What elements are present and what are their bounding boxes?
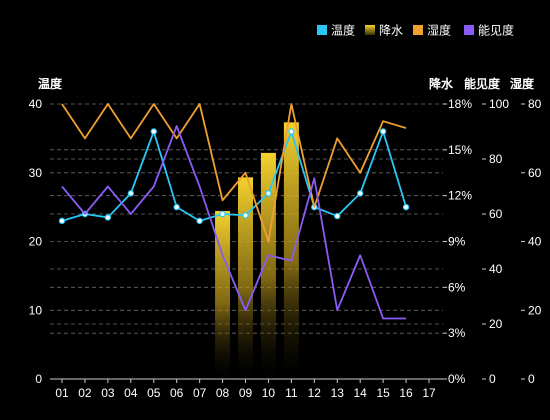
legend-label: 温度: [331, 23, 355, 38]
x-tick-label: 07: [193, 386, 207, 400]
y-tick-label-能见度: 20: [489, 317, 503, 331]
temperature-point[interactable]: [288, 128, 295, 135]
x-tick-label: 15: [376, 386, 390, 400]
y-tick-label-能见度: 60: [489, 207, 503, 221]
y-tick-label-温度: 30: [29, 166, 43, 180]
legend-swatch: [317, 25, 327, 35]
y-tick-label-降水: 9%: [448, 235, 466, 249]
y-tick-label-能见度: 100: [489, 97, 509, 111]
temperature-point[interactable]: [334, 212, 341, 220]
precipitation-bar[interactable]: [260, 152, 276, 379]
temperature-point[interactable]: [58, 217, 66, 225]
legend-item-温度[interactable]: 温度: [317, 23, 355, 38]
axis-title-湿度: 湿度: [510, 76, 535, 91]
temperature-point[interactable]: [196, 217, 203, 225]
legend-swatch: [464, 25, 474, 35]
temperature-point[interactable]: [173, 203, 180, 211]
x-tick-label: 04: [124, 386, 138, 400]
precipitation-bar[interactable]: [215, 210, 231, 379]
series-line-能见度[interactable]: [61, 125, 407, 320]
y-tick-label-能见度: 80: [489, 152, 503, 166]
y-tick-label-降水: 18%: [448, 97, 472, 111]
y-tick-label-能见度: 0: [489, 372, 496, 386]
y-tick-label-湿度: 40: [528, 235, 542, 249]
series-line-湿度[interactable]: [61, 103, 407, 243]
x-tick-label: 10: [262, 386, 276, 400]
y-tick-label-降水: 12%: [448, 189, 472, 203]
x-tick-label: 13: [331, 386, 345, 400]
x-tick-label: 17: [422, 386, 436, 400]
y-tick-label-降水: 0%: [448, 372, 466, 386]
legend-label: 降水: [379, 24, 403, 38]
temperature-point[interactable]: [219, 210, 226, 218]
series-line-温度[interactable]: [61, 130, 407, 222]
precipitation-bars: [215, 122, 299, 379]
y-tick-label-湿度: 80: [528, 97, 542, 111]
x-tick-label: 08: [216, 386, 230, 400]
precipitation-bar[interactable]: [283, 122, 299, 379]
temperature-point[interactable]: [242, 212, 249, 219]
y-tick-label-温度: 40: [29, 97, 43, 111]
temperature-point[interactable]: [104, 214, 112, 221]
y-tick-label-湿度: 20: [528, 303, 542, 317]
legend-item-能见度[interactable]: 能见度: [464, 23, 514, 38]
y-tick-label-温度: 10: [29, 303, 43, 317]
y-tick-label-湿度: 60: [528, 166, 542, 180]
y-tick-label-降水: 6%: [448, 280, 466, 294]
x-tick-label: 16: [399, 386, 413, 400]
legend-label: 湿度: [427, 23, 451, 38]
x-tick-label: 06: [170, 386, 184, 400]
temperature-point[interactable]: [379, 128, 387, 135]
legend-label: 能见度: [478, 23, 514, 38]
y-tick-label-降水: 3%: [448, 326, 466, 340]
y-tick-label-降水: 15%: [448, 143, 472, 157]
x-tick-label: 05: [147, 386, 161, 400]
series-lines: [58, 103, 410, 320]
axis-title-温度: 温度: [38, 76, 63, 91]
x-tick-label: 11: [285, 386, 298, 400]
temperature-point[interactable]: [356, 190, 364, 197]
y-tick-label-湿度: 0: [528, 372, 535, 386]
axes: 01 02 03 04 05 06 07 08 09 10 11 12 13 14 15 16 17 温度 0 10 2…: [29, 76, 542, 400]
y-tick-label-能见度: 40: [489, 262, 503, 276]
x-tick-label: 09: [239, 386, 253, 400]
x-tick-label: 12: [308, 386, 322, 400]
x-tick-label: 01: [55, 386, 69, 400]
legend-swatch: [413, 25, 423, 35]
y-tick-label-温度: 0: [35, 372, 42, 386]
x-tick-label: 03: [101, 386, 115, 400]
legend-item-湿度[interactable]: 湿度: [413, 23, 451, 38]
x-tick-label: 02: [78, 386, 92, 400]
temperature-point[interactable]: [265, 190, 272, 197]
axis-title-能见度: 能见度: [464, 76, 501, 91]
y-tick-label-温度: 20: [29, 235, 43, 249]
temperature-point[interactable]: [150, 128, 157, 135]
precipitation-bar[interactable]: [238, 177, 253, 379]
axis-title-降水: 降水: [429, 76, 454, 91]
temperature-point[interactable]: [127, 190, 135, 197]
temperature-point[interactable]: [402, 203, 410, 211]
legend-swatch: [365, 25, 375, 35]
legend[interactable]: 温度 降水 湿度 能见度: [317, 23, 514, 38]
x-tick-label: 14: [354, 386, 368, 400]
legend-item-降水[interactable]: 降水: [365, 24, 403, 38]
